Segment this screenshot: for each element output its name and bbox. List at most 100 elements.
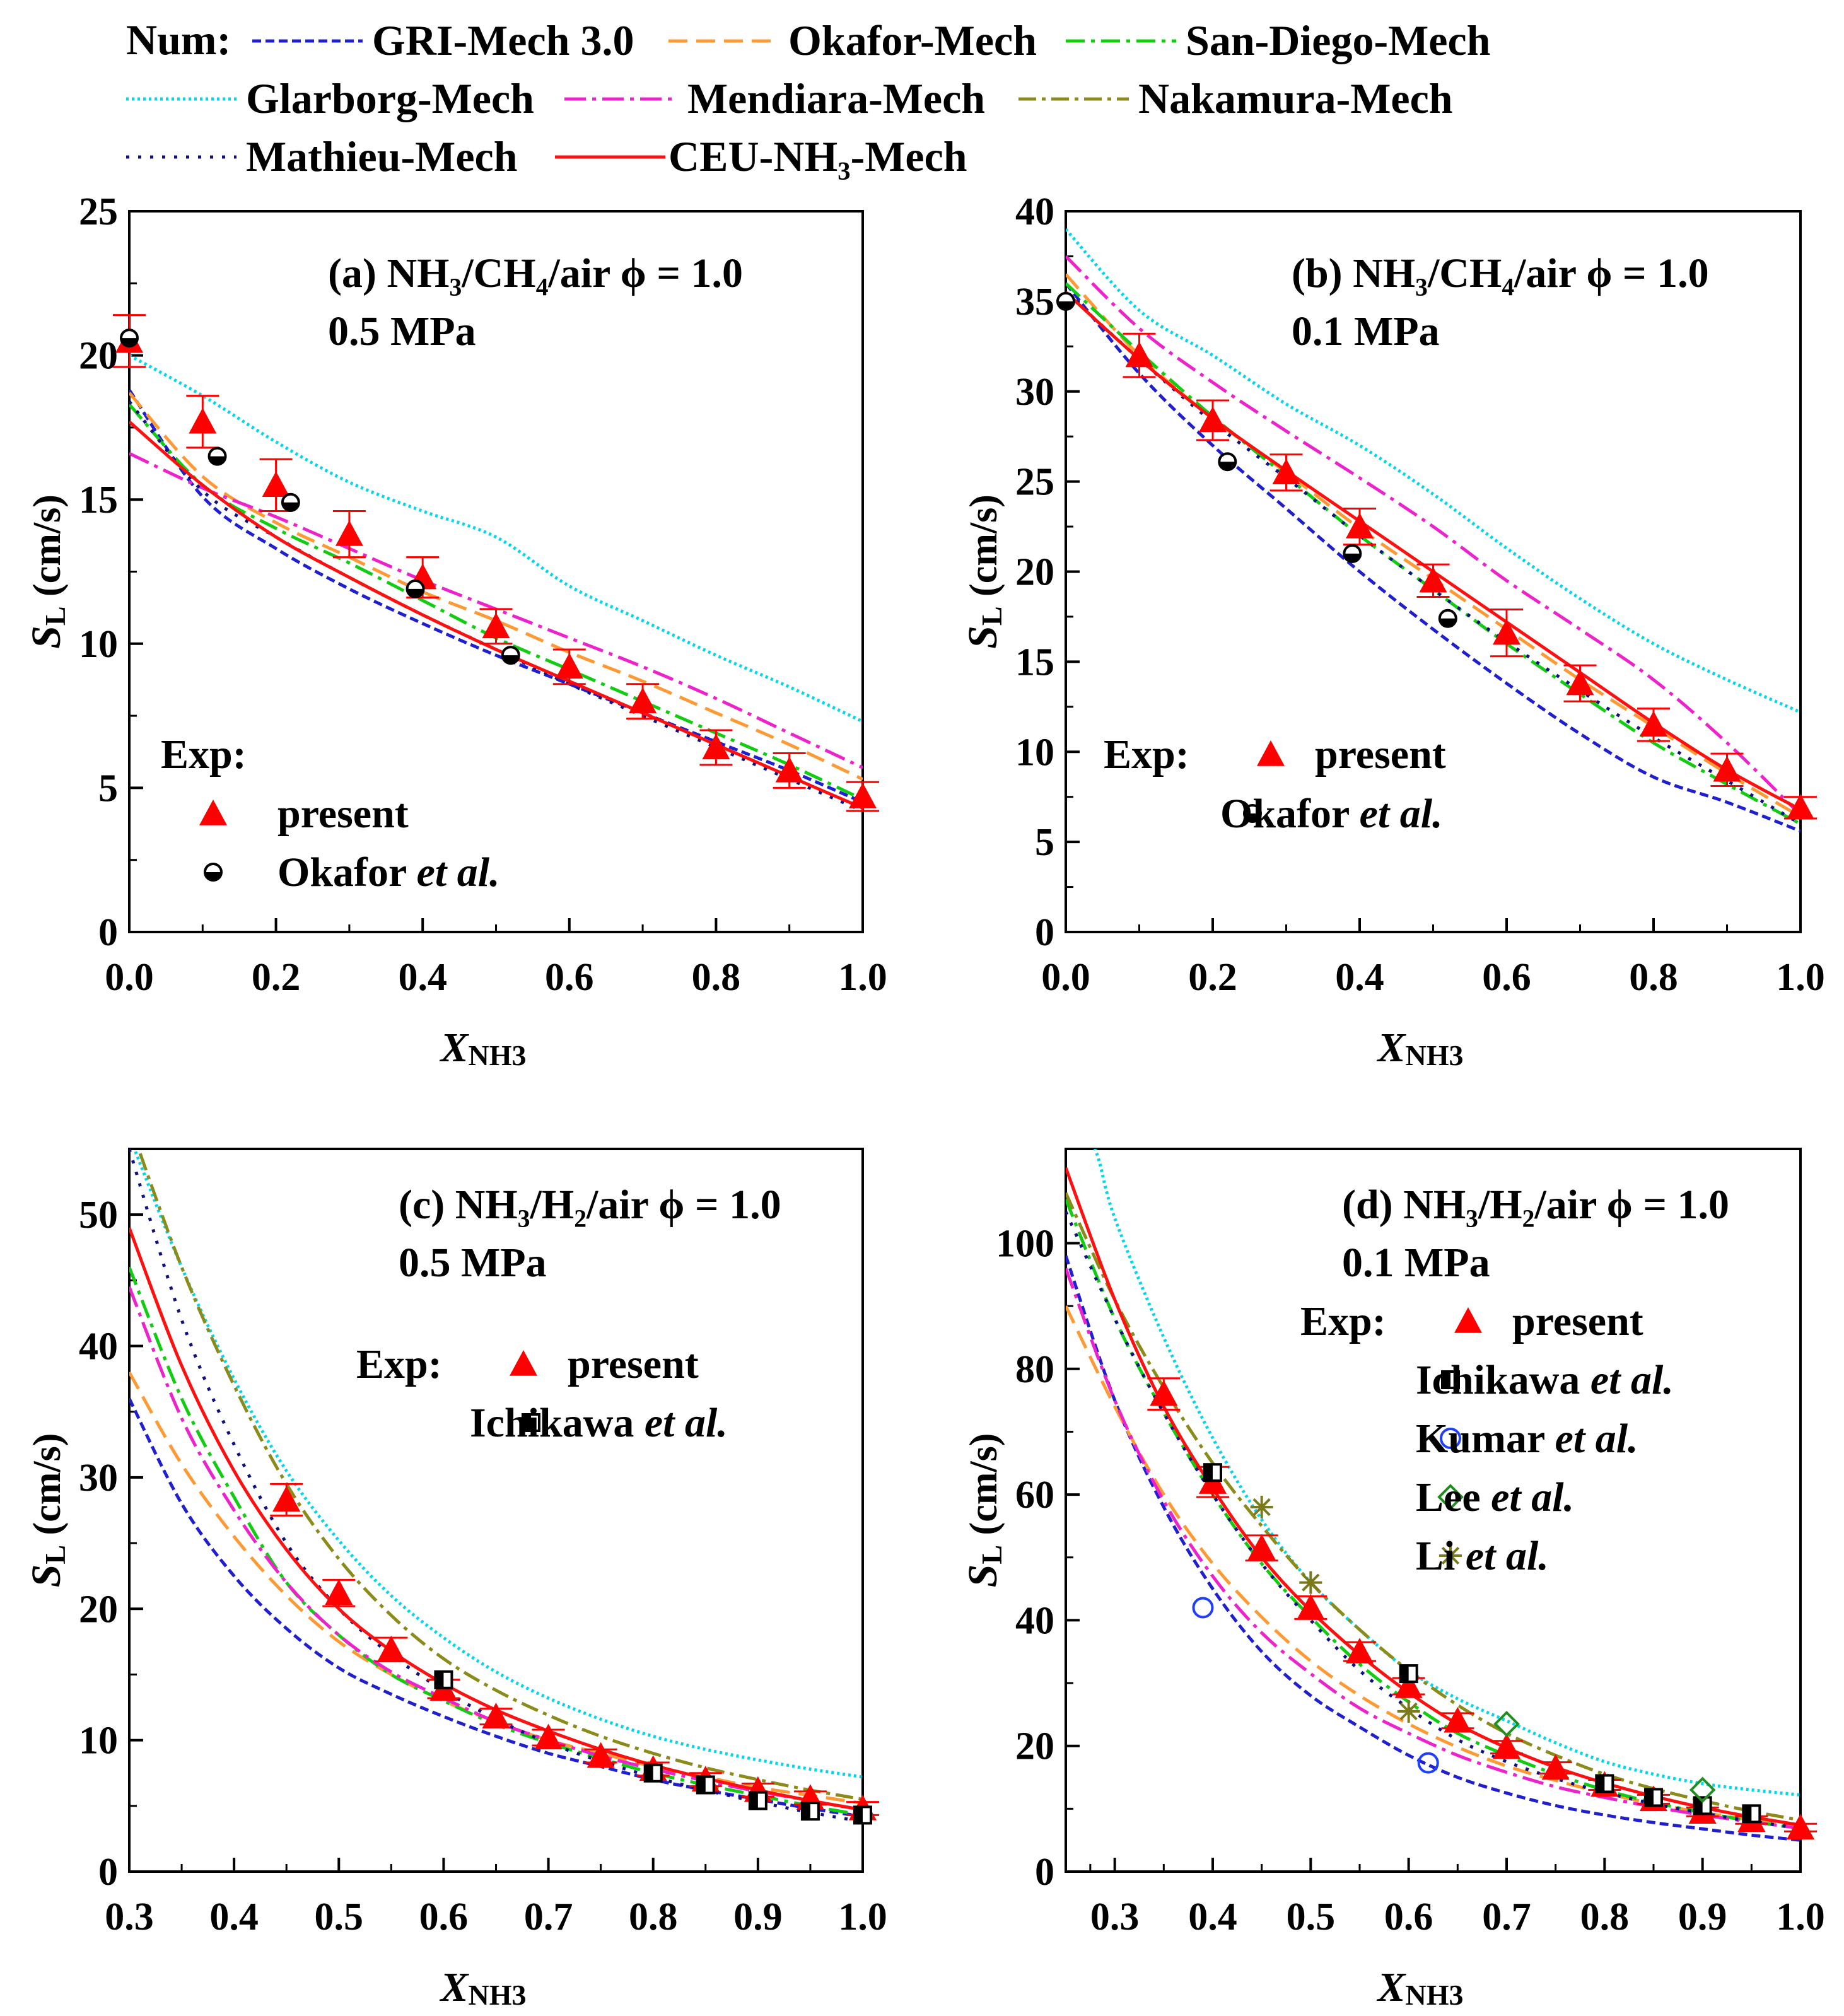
exp-title: Exp: xyxy=(356,1341,442,1387)
legend-marker-present xyxy=(1454,1307,1482,1333)
point-okafor xyxy=(1343,544,1362,563)
point-okafor xyxy=(1218,452,1237,472)
y-tick-label: 80 xyxy=(1015,1348,1054,1391)
point-li xyxy=(1299,1571,1322,1594)
curve-ceu-nh3-mech xyxy=(129,1227,863,1812)
y-tick-label: 20 xyxy=(79,335,118,378)
experimental-points xyxy=(1147,1377,1817,1839)
legend-marker-present xyxy=(1257,740,1285,766)
point-ichikawa xyxy=(1399,1664,1418,1684)
x-axis-label: XNH3 xyxy=(439,1964,526,2011)
point-ichikawa xyxy=(696,1775,715,1795)
x-tick-label: 0.2 xyxy=(252,956,301,999)
legend-marker-present xyxy=(510,1350,537,1376)
curve-glarborg-mech xyxy=(132,1149,863,1779)
legend-label-nakamura-mech: Nakamura-Mech xyxy=(1138,74,1453,122)
legend-label-li: Li et al. xyxy=(1416,1533,1549,1579)
panel-title: (a) NH₃/CH₄/air ϕ = 1.0 xyxy=(328,250,743,296)
point-kumar xyxy=(1192,1597,1214,1619)
panel-pressure: 0.5 MPa xyxy=(328,308,476,354)
point-present xyxy=(1272,458,1300,485)
exp-legend: Exp: present Ichikawa et al. Kumar et al. Le… xyxy=(1300,1298,1674,1579)
point-present xyxy=(1566,669,1594,696)
curve-gri-mech-3-0 xyxy=(129,1397,863,1818)
panel-title: (d) NH₃/H₂/air ϕ = 1.0 xyxy=(1342,1182,1729,1228)
x-axis-label: XNH3 xyxy=(439,1025,526,1071)
curve-mendiara-mech xyxy=(1066,255,1800,817)
point-present xyxy=(629,687,657,713)
exp-legend: Exp: present Ichikawa et al. xyxy=(356,1341,728,1446)
point-ichikawa xyxy=(643,1763,663,1783)
x-tick-label: 0.0 xyxy=(105,956,154,999)
point-present xyxy=(534,1723,563,1750)
point-ichikawa xyxy=(853,1805,872,1825)
legend-label-present: present xyxy=(1315,731,1446,778)
x-tick-label: 1.0 xyxy=(838,956,887,999)
legend-marker-li xyxy=(1439,1544,1462,1567)
curve-ceu-nh3-mech xyxy=(129,420,863,810)
point-present xyxy=(1541,1754,1570,1780)
y-tick-label: 25 xyxy=(1015,461,1054,504)
x-tick-label: 0.3 xyxy=(1090,1896,1140,1938)
curve-okafor-mech xyxy=(129,392,863,781)
point-present xyxy=(1787,793,1814,820)
curve-nakamura-mech xyxy=(137,1149,863,1801)
x-tick-label: 0.8 xyxy=(1580,1896,1630,1938)
y-tick-label: 15 xyxy=(79,479,118,521)
exp-title: Exp: xyxy=(1300,1298,1386,1344)
point-kumar xyxy=(1417,1752,1439,1774)
y-tick-label: 10 xyxy=(1015,731,1054,774)
y-tick-label: 15 xyxy=(1015,641,1054,684)
y-axis-label: SL (cm/s) xyxy=(23,494,71,649)
y-tick-label: 0 xyxy=(98,1851,118,1894)
point-okafor xyxy=(120,329,139,348)
legend-label-okafor: Okafor et al. xyxy=(277,849,500,895)
point-present xyxy=(1419,566,1447,593)
curve-gri-mech-3-0 xyxy=(1066,1255,1800,1842)
y-tick-label: 0 xyxy=(1035,1851,1054,1894)
panel-d: 0.3 0.4 0.5 0.6 0.7 0.8 0.9 1.0 0 20 40 60 80 100 XNH3… xyxy=(960,1148,1825,2011)
panels: 0.0 0.2 0.4 0.6 0.8 1.0 0 5 10 15 20 25 XNH3 SL (cm/s… xyxy=(23,190,1825,2011)
x-tick-label: 0.4 xyxy=(1188,1896,1237,1938)
exp-title: Exp: xyxy=(1104,731,1189,778)
legend-num-label: Num: xyxy=(126,16,231,64)
curve-gri-mech-3-0 xyxy=(129,389,863,804)
y-tick-label: 50 xyxy=(79,1194,118,1237)
experimental-points xyxy=(270,1483,879,1825)
y-tick-label: 30 xyxy=(1015,371,1054,414)
x-tick-label: 0.4 xyxy=(398,956,447,999)
point-okafor xyxy=(281,492,300,512)
experimental-points xyxy=(1056,291,1817,820)
x-tick-label: 0.6 xyxy=(545,956,594,999)
y-tick-label: 35 xyxy=(1015,281,1054,323)
y-tick-label: 20 xyxy=(1015,551,1054,594)
point-ichikawa xyxy=(1203,1463,1222,1483)
legend-label-gri-mech-3-0: GRI-Mech 3.0 xyxy=(372,16,634,64)
point-present xyxy=(1247,1534,1276,1560)
x-tick-label: 0.5 xyxy=(315,1896,364,1938)
point-okafor xyxy=(501,646,520,665)
x-tick-label: 0.4 xyxy=(209,1896,259,1938)
point-present xyxy=(849,783,877,808)
point-okafor xyxy=(207,446,227,466)
point-present xyxy=(482,612,510,639)
y-tick-label: 10 xyxy=(79,1720,118,1763)
x-tick-label: 1.0 xyxy=(1776,956,1825,999)
legend-label-ichikawa: Ichikawa et al. xyxy=(1416,1357,1674,1403)
legend-label-lee: Lee et al. xyxy=(1416,1474,1574,1520)
x-tick-label: 0.6 xyxy=(1482,956,1531,999)
point-present xyxy=(272,1486,301,1512)
x-tick-label: 0.7 xyxy=(1482,1896,1531,1938)
point-ichikawa xyxy=(1742,1804,1761,1824)
x-axis-label: XNH3 xyxy=(1376,1964,1463,2011)
x-tick-label: 1.0 xyxy=(1776,1896,1825,1938)
y-tick-label: 5 xyxy=(98,767,118,810)
point-present xyxy=(1493,619,1520,645)
y-tick-label: 40 xyxy=(79,1326,118,1368)
y-tick-label: 25 xyxy=(79,190,118,233)
mechanism-legend: Num: GRI-Mech 3.0 Okafor-Mech San-Diego-Mec… xyxy=(126,16,1490,180)
y-tick-label: 100 xyxy=(996,1222,1054,1265)
legend-label-present: present xyxy=(568,1341,699,1387)
legend-marker-present xyxy=(199,800,227,825)
